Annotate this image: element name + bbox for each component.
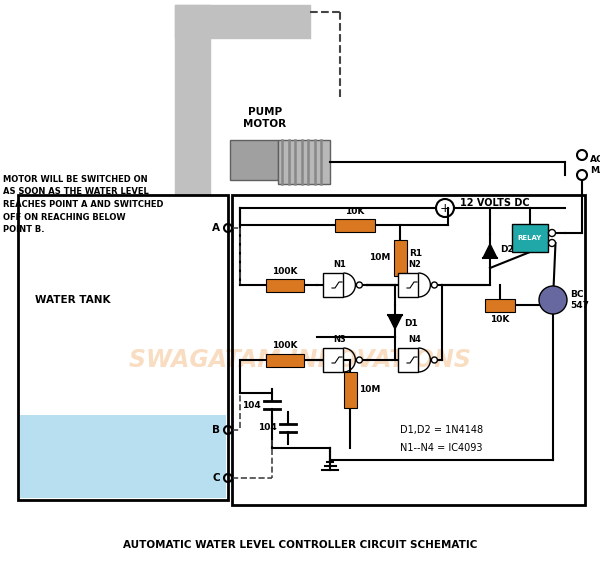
Bar [232,195,585,505]
Text: D2: D2 [500,245,514,255]
Bar [20,415,226,498]
Bar [323,348,343,372]
Text: AC
MAINS: AC MAINS [590,155,600,175]
Text: 100K: 100K [272,266,298,276]
Text: 100K: 100K [272,342,298,350]
Text: PUMP
MOTOR: PUMP MOTOR [244,107,287,129]
Circle shape [356,357,362,363]
Bar [398,273,418,297]
Circle shape [577,170,587,180]
Text: D1,D2 = 1N4148: D1,D2 = 1N4148 [400,425,483,435]
Text: N2: N2 [409,260,421,269]
Bar [323,273,343,297]
Text: BC
547: BC 547 [570,290,589,310]
Bar [266,279,304,291]
Text: SWAGATAM INNOVATIONS: SWAGATAM INNOVATIONS [129,348,471,372]
Text: B: B [212,425,220,435]
Polygon shape [483,244,497,258]
Bar [485,298,515,311]
Text: C: C [212,473,220,483]
Text: 10K: 10K [490,315,509,324]
Text: AUTOMATIC WATER LEVEL CONTROLLER CIRCUIT SCHEMATIC: AUTOMATIC WATER LEVEL CONTROLLER CIRCUIT… [123,540,477,550]
Text: 104: 104 [258,423,277,433]
Bar [394,240,407,276]
Bar [512,224,548,252]
Text: +: + [440,201,451,214]
Text: 12 VOLTS DC: 12 VOLTS DC [460,198,530,208]
Text: MOTOR WILL BE SWITCHED ON
AS SOON AS THE WATER LEVEL
REACHES POINT A AND SWITCHE: MOTOR WILL BE SWITCHED ON AS SOON AS THE… [3,175,163,234]
Circle shape [539,286,567,314]
Text: 10K: 10K [346,207,365,215]
Circle shape [431,357,437,363]
Text: N1: N1 [334,260,346,269]
Text: R1: R1 [409,249,422,258]
Text: RELAY: RELAY [518,235,542,241]
Bar [266,353,304,367]
Text: A: A [212,223,220,233]
Bar [335,218,375,231]
Text: N1--N4 = IC4093: N1--N4 = IC4093 [400,443,482,453]
Bar [230,140,278,180]
Circle shape [548,239,556,246]
Bar [398,348,418,372]
Circle shape [548,230,556,237]
Text: N4: N4 [409,335,421,344]
Bar [343,372,356,408]
Polygon shape [388,315,402,329]
Text: D1: D1 [404,318,418,328]
Text: 10M: 10M [359,385,381,395]
Bar [278,140,330,184]
Bar [18,195,228,500]
Text: WATER TANK: WATER TANK [35,295,111,305]
Text: N3: N3 [334,335,346,344]
Text: 104: 104 [242,401,261,409]
Text: 10M: 10M [369,253,391,262]
Circle shape [356,282,362,288]
Circle shape [577,150,587,160]
Circle shape [431,282,437,288]
